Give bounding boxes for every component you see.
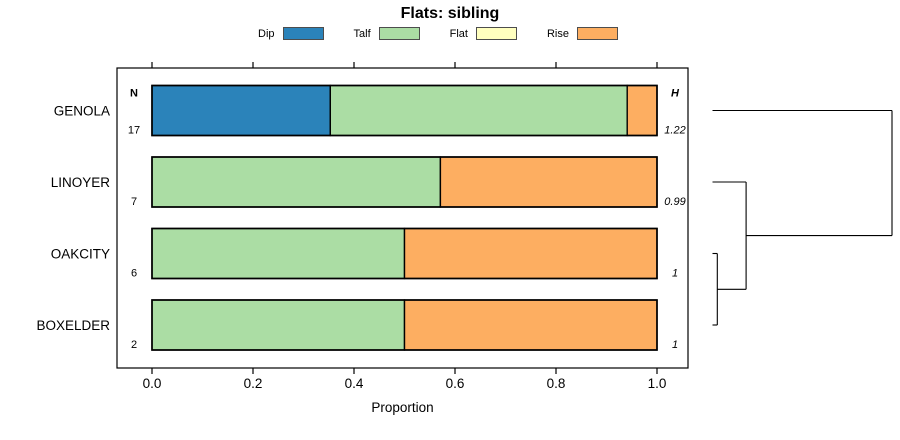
x-tick-label: 0.4 — [345, 376, 364, 391]
bar-outline-linoyer — [151, 156, 658, 208]
bar-segment-linoyer-rise — [439, 156, 658, 208]
h-value: 1.22 — [664, 125, 685, 137]
bar-outline-boxelder — [151, 299, 658, 351]
legend-label: Talf — [353, 27, 371, 40]
h-column-header: H — [671, 88, 680, 100]
n-value: 2 — [131, 339, 137, 351]
bar-outline-oakcity — [151, 227, 658, 280]
n-value: 17 — [128, 125, 140, 137]
row-label-genola: GENOLA — [54, 103, 110, 118]
x-tick-label: 1.0 — [648, 376, 667, 391]
talf-swatch — [378, 27, 420, 40]
row-label-linoyer: LINOYER — [51, 175, 111, 190]
n-value: 6 — [131, 268, 137, 280]
bar-segment-linoyer-talf — [151, 156, 442, 208]
bar-segment-genola-dip — [151, 84, 332, 137]
x-tick-label: 0.2 — [244, 376, 263, 391]
plot-box — [116, 67, 689, 369]
bar-segment-boxelder-rise — [403, 299, 658, 351]
x-tick-label: 0.0 — [143, 376, 162, 391]
x-axis-label: Proportion — [371, 400, 433, 415]
h-value: 0.99 — [664, 196, 685, 208]
bar-segment-genola-rise — [626, 84, 658, 137]
bar-segment-oakcity-rise — [403, 227, 658, 280]
bar-segment-oakcity-talf — [151, 227, 406, 280]
dip-swatch — [282, 27, 324, 40]
legend-label: Flat — [449, 27, 468, 40]
legend-item-talf: Talf — [354, 27, 420, 40]
x-tick-label: 0.8 — [547, 376, 566, 391]
legend: Dip Talf Flat Rise — [0, 27, 888, 40]
h-value: 1 — [672, 268, 678, 280]
legend-item-rise: Rise — [547, 27, 618, 40]
bar-segment-genola-talf — [329, 84, 628, 137]
row-label-boxelder: BOXELDER — [36, 318, 110, 333]
legend-label: Dip — [258, 27, 275, 40]
row-label-oakcity: OAKCITY — [51, 246, 110, 261]
n-column-header: N — [130, 88, 138, 100]
bar-outline-genola — [151, 84, 658, 137]
n-value: 7 — [131, 196, 137, 208]
chart-title: Flats: sibling — [400, 5, 500, 22]
legend-label: Rise — [546, 27, 569, 40]
flat-swatch — [475, 27, 517, 40]
legend-item-dip: Dip — [258, 27, 324, 40]
legend-item-flat: Flat — [450, 27, 517, 40]
x-tick-label: 0.6 — [446, 376, 465, 391]
h-value: 1 — [672, 339, 678, 351]
bar-segment-boxelder-talf — [151, 299, 406, 351]
rise-swatch — [577, 27, 618, 40]
